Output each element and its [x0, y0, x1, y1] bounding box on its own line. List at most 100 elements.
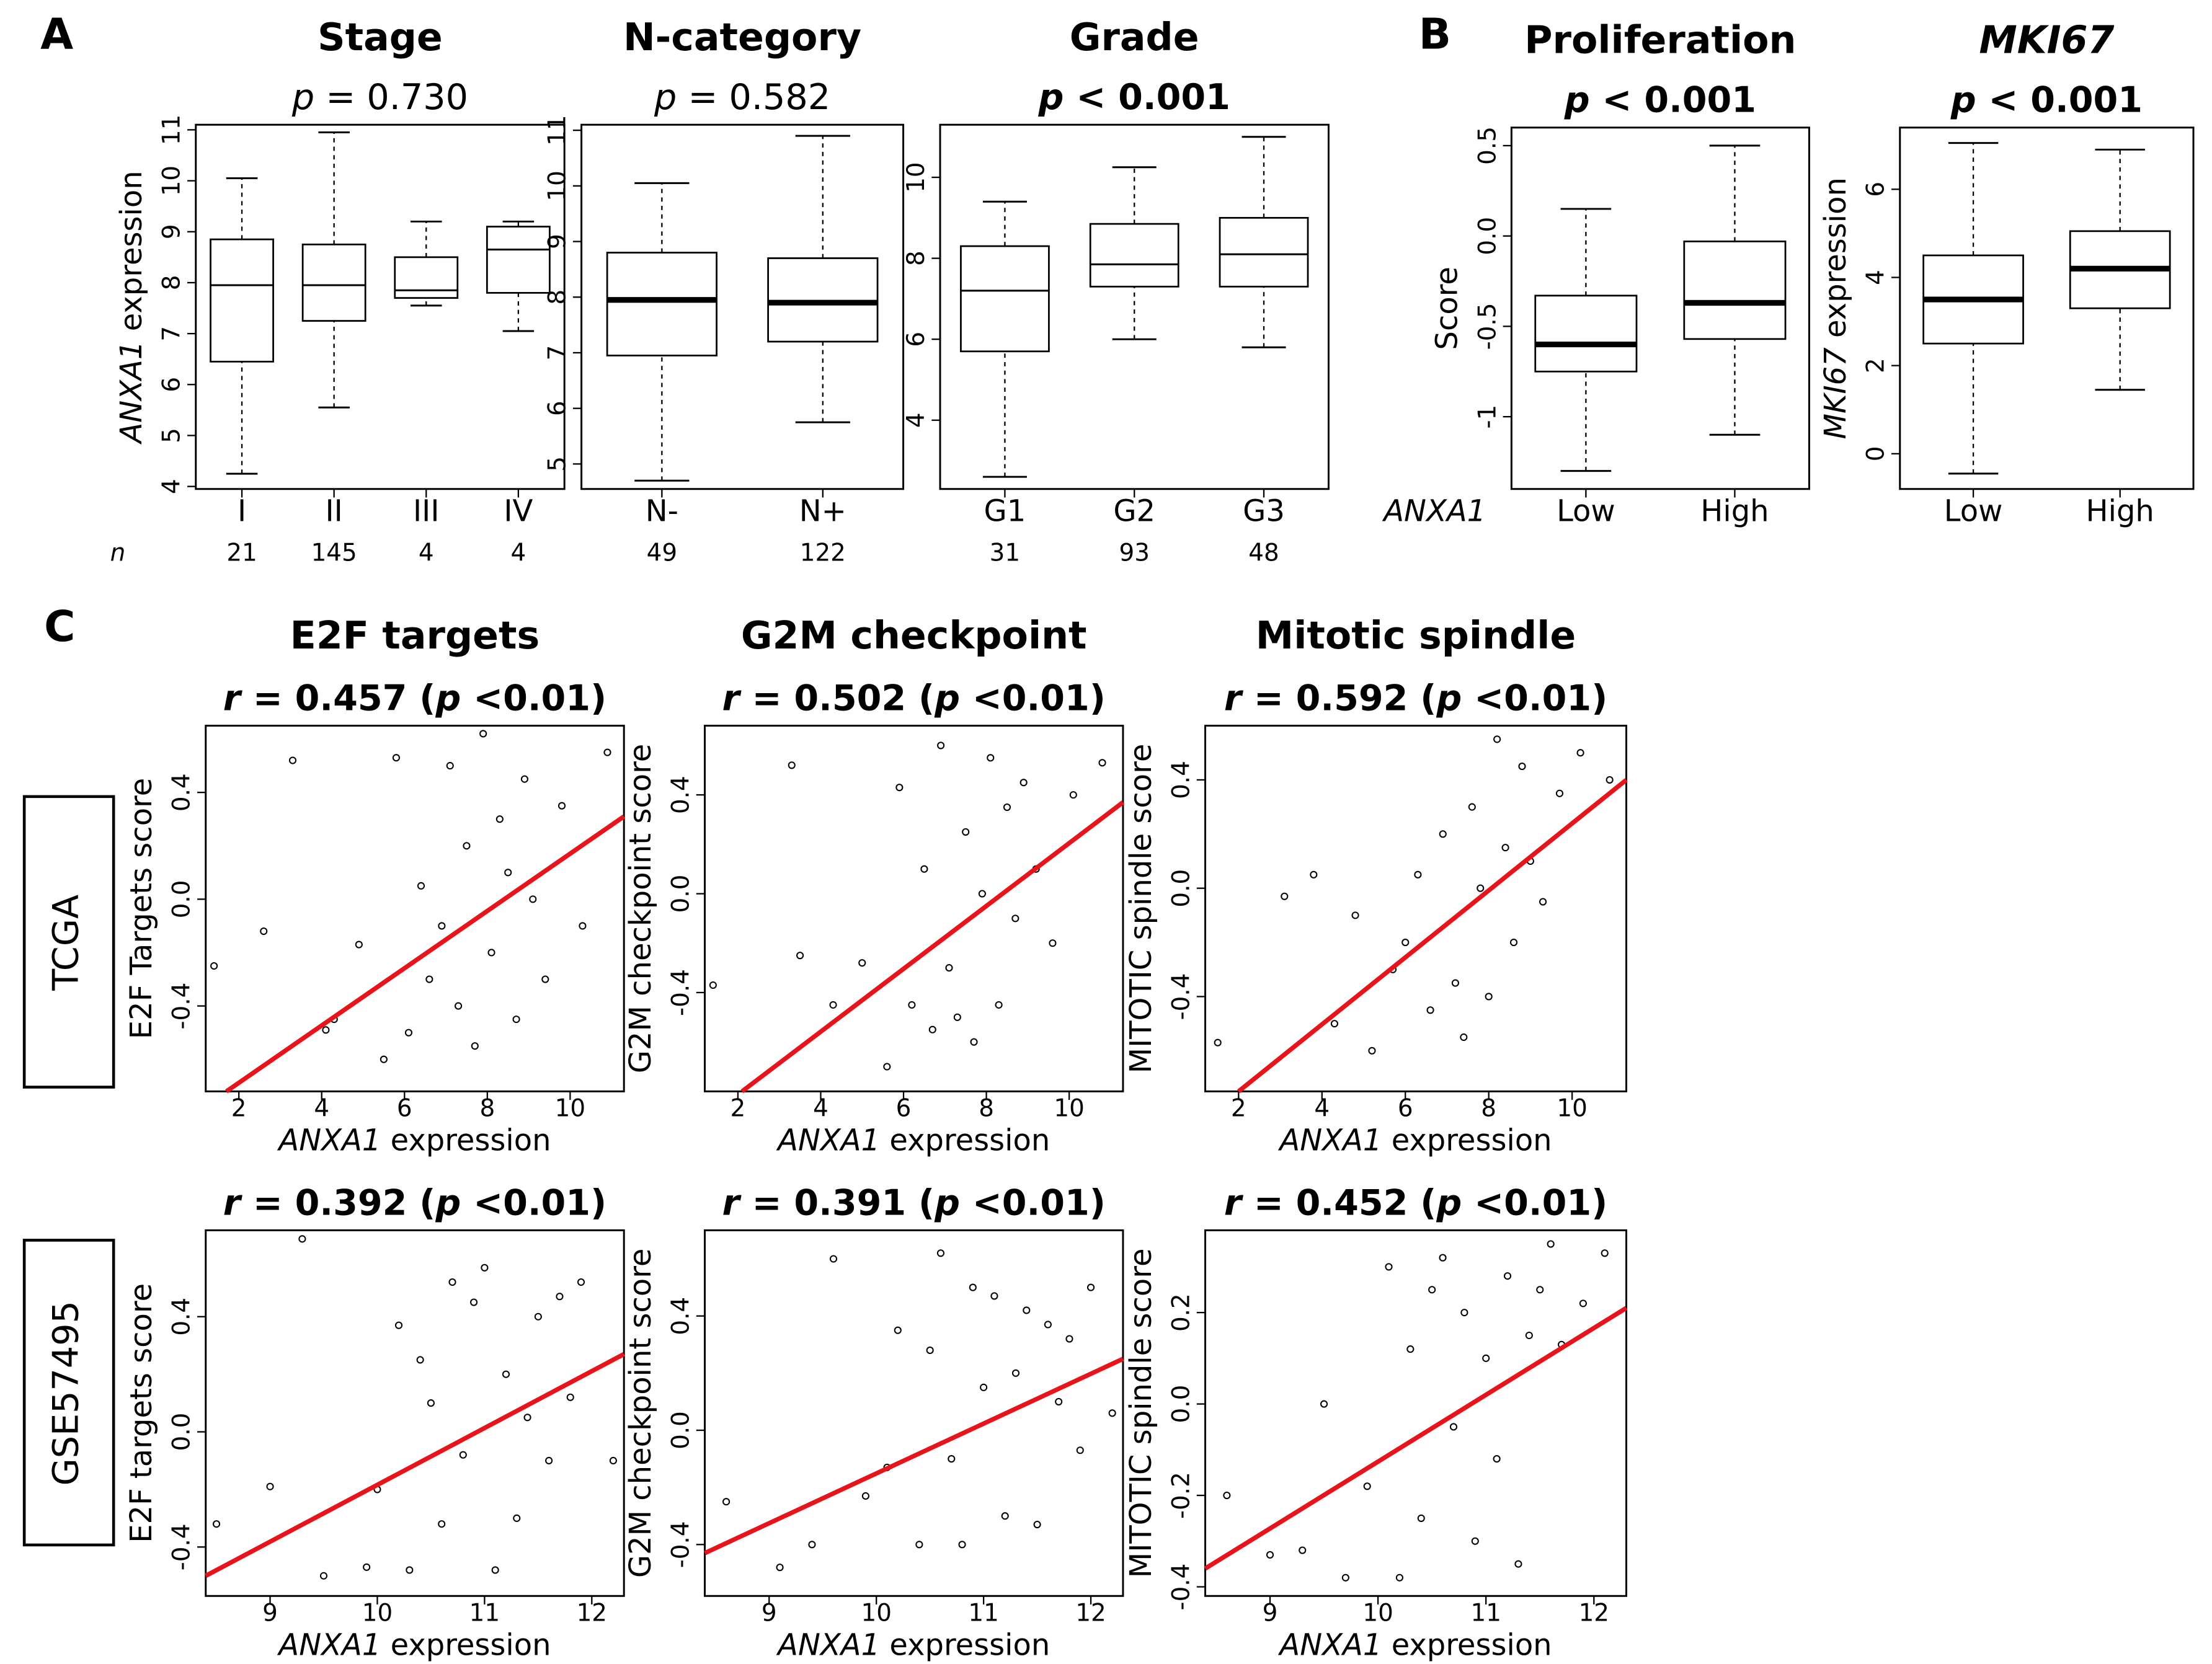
point [1019, 779, 1028, 787]
point [1414, 870, 1422, 878]
n-label: 93 [1119, 539, 1149, 567]
y-tick-label: 2 [1862, 358, 1890, 373]
plot-frame [1204, 1229, 1628, 1597]
fit-line [703, 1356, 1124, 1556]
chart-subtitle-part: <0.01) [960, 678, 1106, 719]
y-tick-label: 0.4 [667, 1297, 695, 1335]
y-tick-label: 5 [544, 456, 572, 472]
chart-subtitle-part: r [722, 678, 742, 719]
point [920, 865, 928, 873]
chart-subtitle-part: = 0.391 ( [740, 1182, 935, 1223]
point [1460, 1033, 1468, 1042]
point [425, 975, 433, 983]
point [1049, 939, 1057, 947]
point [1536, 1286, 1544, 1294]
point [829, 1255, 838, 1263]
point [908, 1001, 916, 1009]
y-tick-label: 0.0 [667, 1411, 695, 1449]
point [776, 1564, 784, 1572]
point [1428, 1286, 1436, 1294]
x-tick-label: 4 [813, 1095, 828, 1123]
y-axis-label-part: expression [1818, 177, 1853, 347]
x-axis-label-part: expression [880, 1628, 1050, 1663]
chart-title: E2F targets [290, 613, 540, 658]
chart-subtitle-part: = 0.502 ( [740, 678, 935, 719]
y-axis-label-part: Score [1430, 267, 1465, 350]
point [380, 1055, 388, 1063]
y-tick-label: 6 [902, 332, 930, 347]
x-tick-label: II [326, 494, 343, 529]
n-label: 4 [419, 539, 434, 567]
chart-subtitle: p < 0.001 [1950, 79, 2143, 120]
y-tick-label: 0.4 [168, 1298, 196, 1336]
y-axis-label: Score [1430, 267, 1465, 350]
point [1606, 776, 1614, 784]
point [788, 761, 796, 769]
x-axis-label-part: expression [381, 1628, 551, 1663]
panel-label: C [44, 602, 75, 652]
point [1509, 939, 1518, 947]
x-axis-label: ANXA1 expression [776, 1628, 1050, 1663]
point [1363, 1482, 1371, 1490]
chart-subtitle-part: = 0.452 ( [1241, 1182, 1436, 1223]
point [446, 762, 454, 770]
y-tick-label: 9 [158, 224, 186, 239]
x-tick-label: 11 [968, 1599, 998, 1627]
point [1555, 789, 1564, 797]
chart-subtitle-part: r [223, 1182, 243, 1223]
y-tick-label: 4 [158, 479, 186, 494]
row-label-box [22, 1239, 115, 1547]
point [523, 1414, 531, 1422]
y-tick-label: 8 [902, 250, 930, 266]
point [513, 1514, 521, 1522]
y-tick-label: 0.2 [1167, 1293, 1195, 1332]
chart-subtitle-part: < 0.001 [1976, 79, 2143, 120]
point [1055, 1397, 1063, 1405]
y-tick-label: 7 [544, 345, 572, 361]
n-label: 21 [226, 539, 257, 567]
point [1011, 1369, 1020, 1377]
point [978, 890, 986, 898]
chart-subtitle-part: = 0.592 ( [1241, 678, 1436, 719]
x-tick-label: 12 [1075, 1599, 1106, 1627]
point [1108, 1409, 1116, 1417]
point [210, 962, 218, 970]
x-tick-label: 10 [1557, 1095, 1587, 1123]
y-tick-label: 0.0 [1167, 1385, 1195, 1423]
point [406, 1566, 414, 1574]
chart-subtitle-part: r [722, 1182, 742, 1223]
point [566, 1393, 574, 1401]
chart-subtitle: r = 0.392 (p <0.01) [223, 1182, 606, 1223]
chart-title: Grade [1070, 15, 1199, 60]
y-tick-label: -0.5 [1473, 303, 1501, 350]
x-tick-label: III [413, 494, 439, 529]
panel-label: B [1419, 9, 1451, 59]
y-tick-label: 11 [544, 115, 572, 145]
x-tick-label: 2 [731, 1095, 746, 1123]
x-tick-label: 10 [555, 1095, 585, 1123]
y-tick-label: -0.4 [1167, 973, 1195, 1020]
point [1547, 1240, 1555, 1248]
point [609, 1456, 617, 1465]
point [1514, 1560, 1522, 1568]
point [1518, 763, 1526, 771]
group-label: ANXA1 [1382, 494, 1486, 529]
chart-title: Mitotic spindle [1256, 613, 1576, 658]
plot-frame [1899, 126, 2195, 490]
point [796, 952, 804, 960]
x-tick-label: 6 [1398, 1095, 1413, 1123]
fit-line [205, 1352, 625, 1578]
y-tick-label: 7 [158, 326, 186, 342]
plot-frame [1204, 725, 1628, 1092]
y-tick-label: 10 [544, 170, 572, 201]
point [1525, 1331, 1533, 1340]
plot-frame [1510, 126, 1810, 490]
point [1023, 1306, 1031, 1314]
chart-subtitle: p = 0.582 [654, 77, 830, 118]
point [363, 1563, 371, 1571]
chart-subtitle-part: = 0.457 ( [241, 678, 435, 719]
chart-title: Stage [318, 15, 443, 60]
point [266, 1482, 274, 1490]
x-tick-label: 10 [1054, 1095, 1084, 1123]
y-tick-label: 0 [1862, 446, 1890, 461]
